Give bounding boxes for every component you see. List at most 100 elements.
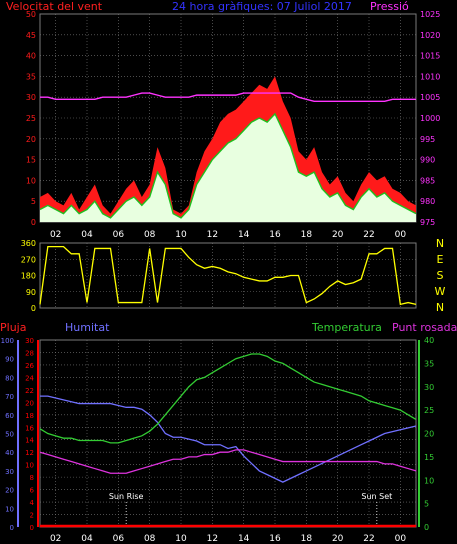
pressure-label: Pressió (370, 0, 409, 13)
wind-speed-tick: 30 (26, 93, 36, 102)
compass-label: W (435, 285, 446, 298)
temp-x-tick: 00 (395, 534, 407, 544)
pressure-tick: 1000 (420, 114, 440, 123)
dewpoint-series (39, 449, 417, 474)
rain-tick: 2 (30, 512, 34, 520)
temperature-tick: 25 (424, 406, 434, 415)
temperature-tick: 10 (424, 476, 434, 485)
pressure-tick: 985 (420, 176, 435, 185)
wind-x-tick: 14 (238, 230, 250, 240)
pressure-tick: 1015 (420, 52, 440, 61)
humidity-tick: 30 (5, 468, 14, 476)
wind-x-tick: 12 (207, 230, 218, 240)
rain-tick: 20 (25, 399, 34, 407)
humidity-series (40, 395, 417, 483)
wind-speed-tick: 10 (26, 176, 36, 185)
rain-tick: 26 (25, 362, 34, 370)
humidity-tick: 40 (5, 449, 14, 457)
sun-marker-label: Sun Set (361, 492, 392, 501)
temperature-tick: 35 (424, 359, 434, 368)
wind-x-tick: 00 (395, 230, 407, 240)
temperature-tick: 20 (424, 430, 434, 439)
pressure-tick: 975 (420, 218, 435, 227)
wind-x-tick: 18 (301, 230, 313, 240)
compass-label: S (437, 269, 444, 282)
compass-label: N (436, 237, 444, 250)
temp-x-tick: 04 (81, 534, 93, 544)
rain-tick: 12 (25, 449, 34, 457)
humidity-tick: 10 (5, 505, 14, 513)
direction-tick: 90 (26, 288, 36, 297)
direction-tick: 270 (21, 255, 36, 264)
rain-tick: 24 (25, 374, 34, 382)
pressure-tick: 1010 (420, 72, 440, 81)
rain-tick: 14 (25, 437, 34, 445)
temperature-tick: 15 (424, 453, 434, 462)
pressure-tick: 995 (420, 135, 435, 144)
pressure-tick: 990 (420, 156, 435, 165)
rain-tick: 22 (25, 387, 34, 395)
wind-x-tick: 04 (81, 230, 93, 240)
temp-x-tick: 14 (238, 534, 250, 544)
rain-label: Pluja (0, 321, 26, 334)
temperature-series (39, 353, 417, 444)
rain-tick: 0 (30, 524, 34, 532)
wind-speed-tick: 5 (31, 197, 36, 206)
humidity-tick: 50 (5, 431, 14, 439)
humidity-tick: 100 (1, 337, 14, 345)
wind-speed-tick: 0 (31, 218, 36, 227)
wind-x-tick: 16 (269, 230, 281, 240)
wind-speed-tick: 35 (26, 72, 36, 81)
wind-speed-tick: 40 (26, 52, 36, 61)
pressure-tick: 980 (420, 197, 435, 206)
pressure-series (40, 92, 416, 103)
temperature-label: Temperatura (311, 321, 382, 334)
direction-tick: 180 (21, 272, 36, 281)
temp-x-tick: 16 (269, 534, 281, 544)
temp-x-tick: 08 (144, 534, 156, 544)
humidity-tick: 20 (5, 487, 14, 495)
rain-tick: 28 (25, 349, 34, 357)
temp-x-tick: 18 (301, 534, 313, 544)
temp-x-tick: 10 (175, 534, 187, 544)
rain-tick: 16 (25, 424, 34, 432)
wind-speed-label: Velocitat del vent (6, 0, 103, 13)
temp-x-tick: 20 (332, 534, 344, 544)
wind-average-fill (40, 113, 416, 222)
wind-speed-tick: 25 (26, 114, 36, 123)
temperature-tick: 40 (424, 336, 434, 345)
humidity-tick: 90 (5, 356, 14, 364)
rain-tick: 4 (30, 499, 35, 507)
rain-tick: 6 (30, 487, 35, 495)
wind-x-tick: 10 (175, 230, 187, 240)
data-layer (39, 76, 417, 528)
wind-speed-tick: 45 (26, 31, 36, 40)
humidity-tick: 0 (10, 524, 14, 532)
pressure-tick: 1020 (420, 31, 440, 40)
wind-speed-tick: 20 (26, 135, 36, 144)
rain-tick: 8 (30, 474, 34, 482)
grid-layer (39, 13, 417, 528)
direction-tick: 360 (21, 239, 36, 248)
temp-x-tick: 06 (113, 534, 125, 544)
compass-label: N (436, 301, 444, 314)
sun-marker-label: Sun Rise (109, 492, 144, 501)
wind-direction-series (39, 245, 417, 306)
rain-tick: 10 (25, 462, 34, 470)
direction-tick: 0 (31, 304, 36, 313)
temp-x-tick: 12 (207, 534, 218, 544)
compass-label: E (437, 253, 444, 266)
humidity-tick: 80 (5, 374, 14, 382)
temp-x-tick: 02 (50, 534, 61, 544)
humidity-tick: 60 (5, 412, 14, 420)
rain-tick: 30 (25, 337, 34, 345)
humidity-label: Humitat (65, 321, 110, 334)
pressure-tick: 1005 (420, 93, 440, 102)
dewpoint-label: Punt rosada (392, 321, 457, 334)
temperature-tick: 5 (424, 500, 429, 509)
wind-speed-tick: 50 (26, 10, 36, 19)
rain-tick: 18 (25, 412, 34, 420)
wind-x-tick: 20 (332, 230, 344, 240)
